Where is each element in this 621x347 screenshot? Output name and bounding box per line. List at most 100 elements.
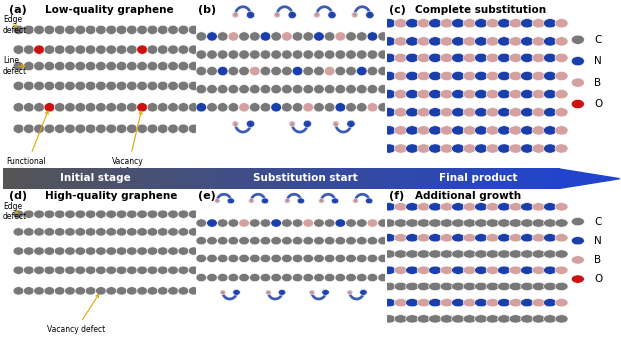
Circle shape (509, 53, 522, 62)
Circle shape (137, 25, 148, 34)
Circle shape (509, 144, 522, 153)
Bar (156, 168, 160, 189)
Circle shape (428, 144, 442, 153)
Circle shape (474, 266, 487, 274)
Circle shape (394, 219, 407, 227)
Circle shape (571, 35, 584, 44)
Bar (394, 168, 399, 189)
Circle shape (324, 85, 335, 94)
Circle shape (34, 228, 45, 236)
Circle shape (356, 32, 367, 41)
Circle shape (303, 66, 314, 76)
Circle shape (383, 144, 396, 153)
Circle shape (335, 103, 346, 112)
Text: O: O (594, 274, 602, 284)
Circle shape (44, 103, 55, 112)
Bar (414, 168, 418, 189)
Circle shape (127, 45, 137, 54)
Bar (158, 168, 163, 189)
Circle shape (428, 234, 442, 242)
Circle shape (147, 124, 158, 133)
Circle shape (303, 85, 314, 94)
Circle shape (474, 53, 487, 62)
Circle shape (116, 247, 127, 255)
Circle shape (324, 219, 335, 227)
Circle shape (406, 108, 419, 117)
Circle shape (406, 53, 419, 62)
Bar (78, 168, 82, 189)
Bar (45, 168, 48, 189)
Circle shape (440, 234, 453, 242)
Circle shape (292, 32, 303, 41)
Circle shape (497, 37, 510, 46)
Circle shape (555, 315, 568, 323)
Circle shape (248, 198, 255, 203)
Circle shape (474, 71, 487, 81)
Bar (342, 168, 346, 189)
Circle shape (367, 32, 378, 41)
Circle shape (228, 103, 238, 112)
Circle shape (356, 103, 367, 112)
Circle shape (314, 85, 324, 94)
Circle shape (106, 210, 117, 218)
Circle shape (303, 237, 314, 245)
Bar (233, 168, 237, 189)
Bar (178, 168, 182, 189)
Circle shape (44, 210, 55, 218)
Circle shape (440, 108, 453, 117)
Circle shape (303, 32, 314, 41)
Circle shape (543, 266, 556, 274)
Bar (358, 168, 362, 189)
Circle shape (250, 273, 260, 282)
Bar (317, 168, 320, 189)
Circle shape (440, 144, 453, 153)
Bar (92, 168, 96, 189)
Bar (267, 168, 271, 189)
Circle shape (378, 85, 388, 94)
Circle shape (116, 25, 127, 34)
Circle shape (178, 228, 189, 236)
Circle shape (451, 71, 465, 81)
Bar (328, 168, 332, 189)
Circle shape (451, 126, 465, 135)
Circle shape (314, 12, 320, 18)
Circle shape (106, 287, 117, 295)
Circle shape (281, 85, 292, 94)
Circle shape (486, 282, 499, 290)
Bar (258, 168, 263, 189)
Circle shape (207, 254, 217, 263)
Circle shape (497, 266, 510, 274)
Circle shape (367, 254, 378, 263)
Circle shape (281, 254, 292, 263)
Text: Vacancy defect: Vacancy defect (47, 294, 106, 334)
Circle shape (239, 103, 250, 112)
Text: Vacancy
defect: Vacancy defect (112, 111, 144, 176)
Circle shape (309, 290, 315, 295)
Circle shape (383, 19, 396, 28)
Circle shape (486, 203, 499, 211)
Circle shape (383, 315, 396, 323)
Circle shape (196, 254, 207, 263)
Bar (386, 168, 390, 189)
Circle shape (196, 273, 207, 282)
Bar (236, 168, 240, 189)
Bar (483, 168, 487, 189)
Text: (b): (b) (197, 5, 215, 15)
Circle shape (54, 210, 65, 218)
Bar (170, 168, 174, 189)
Bar (103, 168, 107, 189)
Circle shape (281, 219, 292, 227)
Circle shape (157, 103, 168, 112)
Bar (481, 168, 484, 189)
Circle shape (34, 81, 45, 91)
Circle shape (106, 103, 117, 112)
Circle shape (451, 203, 465, 211)
Bar (538, 168, 543, 189)
Circle shape (196, 219, 207, 227)
Text: C: C (594, 217, 602, 227)
Circle shape (532, 203, 545, 211)
Circle shape (319, 198, 324, 203)
Circle shape (394, 203, 407, 211)
Circle shape (367, 50, 378, 59)
Text: Substitution start: Substitution start (253, 173, 358, 183)
